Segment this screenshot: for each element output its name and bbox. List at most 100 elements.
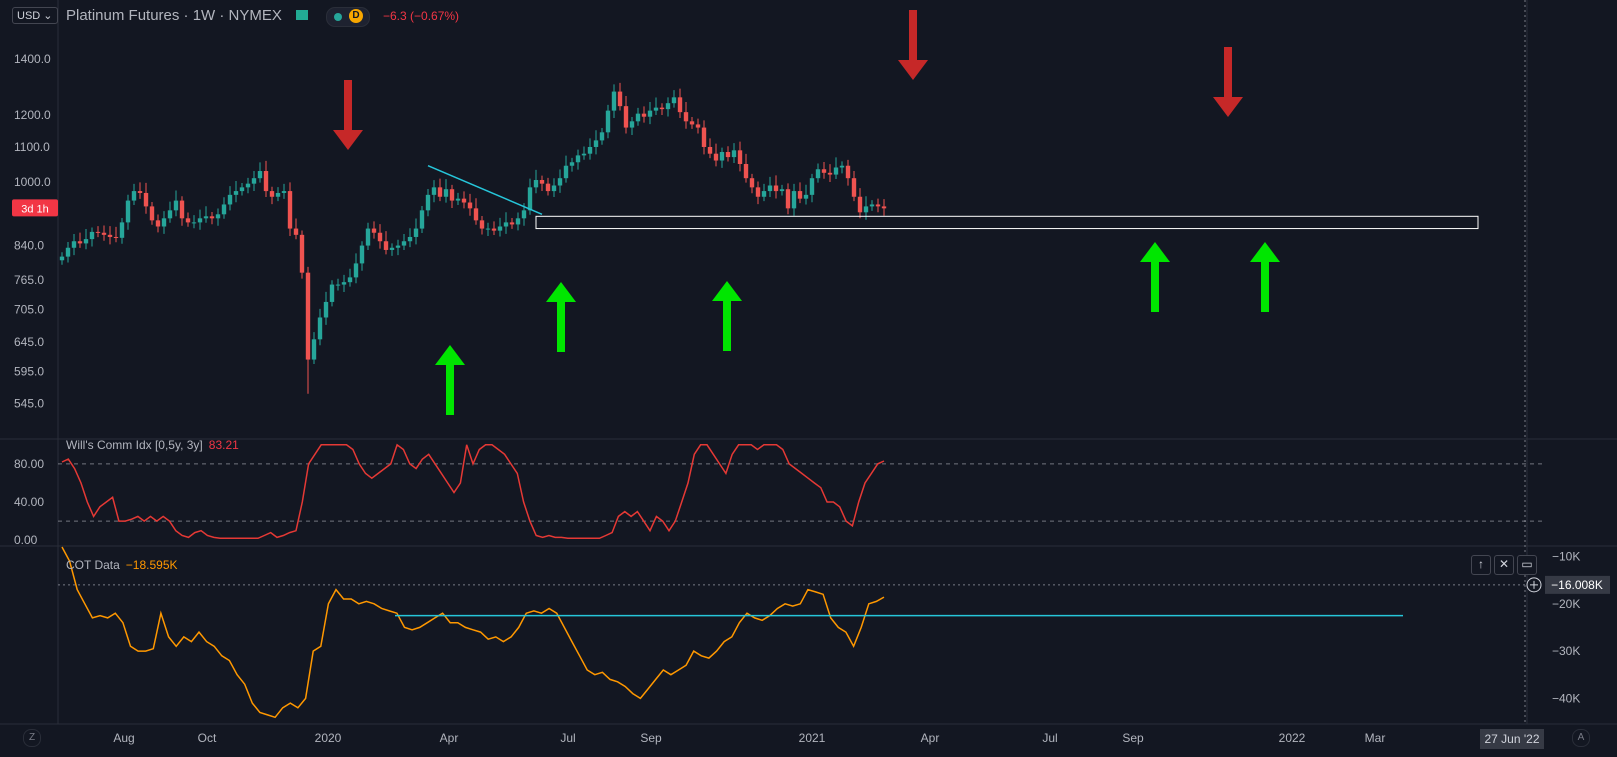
price-tick-label: 840.0 — [14, 239, 44, 253]
candle — [161, 211, 167, 234]
candle-body — [377, 232, 383, 242]
candle — [377, 224, 383, 249]
candle-body — [131, 191, 137, 201]
candle — [89, 227, 95, 247]
candle — [71, 234, 77, 256]
candle — [569, 157, 575, 172]
candle — [329, 280, 335, 307]
candle-body — [221, 204, 227, 215]
candle-body — [551, 185, 557, 192]
candle — [695, 118, 701, 134]
candle-body — [803, 194, 809, 199]
candle — [623, 96, 629, 134]
candle — [641, 106, 647, 123]
candle — [779, 184, 785, 196]
candle-body — [875, 204, 881, 207]
candle-body — [95, 231, 101, 233]
candle — [113, 226, 119, 243]
price-tick-label: 1100.0 — [14, 140, 50, 154]
currency-selector[interactable]: USD ⌄ — [12, 7, 58, 24]
data-status-pill[interactable]: D — [326, 7, 370, 27]
candle — [473, 198, 479, 225]
candle-body — [587, 146, 593, 154]
x-axis-label: Oct — [198, 731, 217, 745]
x-axis-label: Jul — [1042, 731, 1057, 745]
candle-body — [329, 284, 335, 302]
candle — [713, 143, 719, 167]
candle-body — [521, 210, 527, 219]
candle-body — [635, 113, 641, 122]
willco-legend[interactable]: Will's Comm Idx [0,5y, 3y] 83.21 — [66, 438, 239, 452]
x-axis-label: Apr — [440, 731, 459, 745]
candle — [449, 184, 455, 208]
candle-body — [743, 163, 749, 179]
arrow-down-icon — [333, 80, 363, 150]
candle — [539, 175, 545, 192]
candle — [119, 218, 125, 244]
cot-legend[interactable]: COT Data −18.595K — [66, 558, 178, 572]
candle — [425, 189, 431, 217]
candle-body — [527, 187, 533, 211]
corner-left-button[interactable]: Z — [23, 729, 41, 747]
arrow-up-icon — [1140, 242, 1170, 312]
candle — [431, 180, 437, 203]
arrow-up-icon — [712, 281, 742, 351]
move-pane-up-button[interactable]: ↑ — [1471, 555, 1491, 575]
candle — [839, 161, 845, 174]
candle — [437, 178, 443, 202]
candle-body — [539, 180, 545, 184]
candle — [191, 215, 197, 229]
x-axis-label: Mar — [1365, 731, 1386, 745]
interval-badge: D — [349, 9, 363, 23]
candle — [617, 82, 623, 111]
candle — [299, 230, 305, 279]
candle-body — [209, 216, 215, 219]
candle-body — [755, 187, 761, 197]
maximize-pane-button[interactable]: ▭ — [1517, 555, 1537, 575]
candle-body — [203, 216, 209, 219]
candle — [323, 291, 329, 325]
candle — [827, 164, 833, 182]
candle — [635, 107, 641, 126]
candle — [845, 159, 851, 186]
candle — [227, 186, 233, 211]
candle-body — [821, 169, 827, 173]
flag-icon[interactable] — [296, 10, 308, 20]
arrow-down-icon — [1213, 47, 1243, 117]
candle-body — [785, 189, 791, 209]
candle — [65, 241, 71, 263]
candle-body — [431, 187, 437, 195]
candle-body — [437, 187, 443, 197]
candle — [305, 266, 311, 367]
candle-body — [593, 140, 599, 147]
candle-body — [611, 91, 617, 111]
candle-body — [569, 162, 575, 166]
candle — [593, 130, 599, 155]
candle-body — [629, 121, 635, 128]
candle — [479, 215, 485, 235]
candle-body — [761, 191, 767, 197]
x-axis-label: Apr — [921, 731, 940, 745]
willco-tick-label: 80.00 — [14, 457, 44, 471]
symbol-title[interactable]: Platinum Futures · 1W · NYMEX — [66, 7, 282, 24]
corner-right-button[interactable]: A — [1572, 729, 1590, 747]
cot-tick-label: −40K — [1552, 691, 1580, 705]
candle — [749, 173, 755, 194]
candle — [557, 169, 563, 193]
candle — [791, 183, 797, 216]
candle — [173, 190, 179, 217]
candle-body — [767, 185, 773, 192]
candle — [857, 188, 863, 219]
candle-body — [869, 204, 875, 207]
candle — [551, 178, 557, 197]
candle — [785, 183, 791, 215]
candle — [59, 252, 65, 265]
candle-body — [281, 191, 287, 193]
candle-body — [641, 113, 647, 117]
candle — [257, 162, 263, 183]
candle — [497, 217, 503, 237]
candle-body — [125, 200, 131, 223]
close-pane-button[interactable]: ✕ — [1494, 555, 1514, 575]
candle — [407, 228, 413, 248]
